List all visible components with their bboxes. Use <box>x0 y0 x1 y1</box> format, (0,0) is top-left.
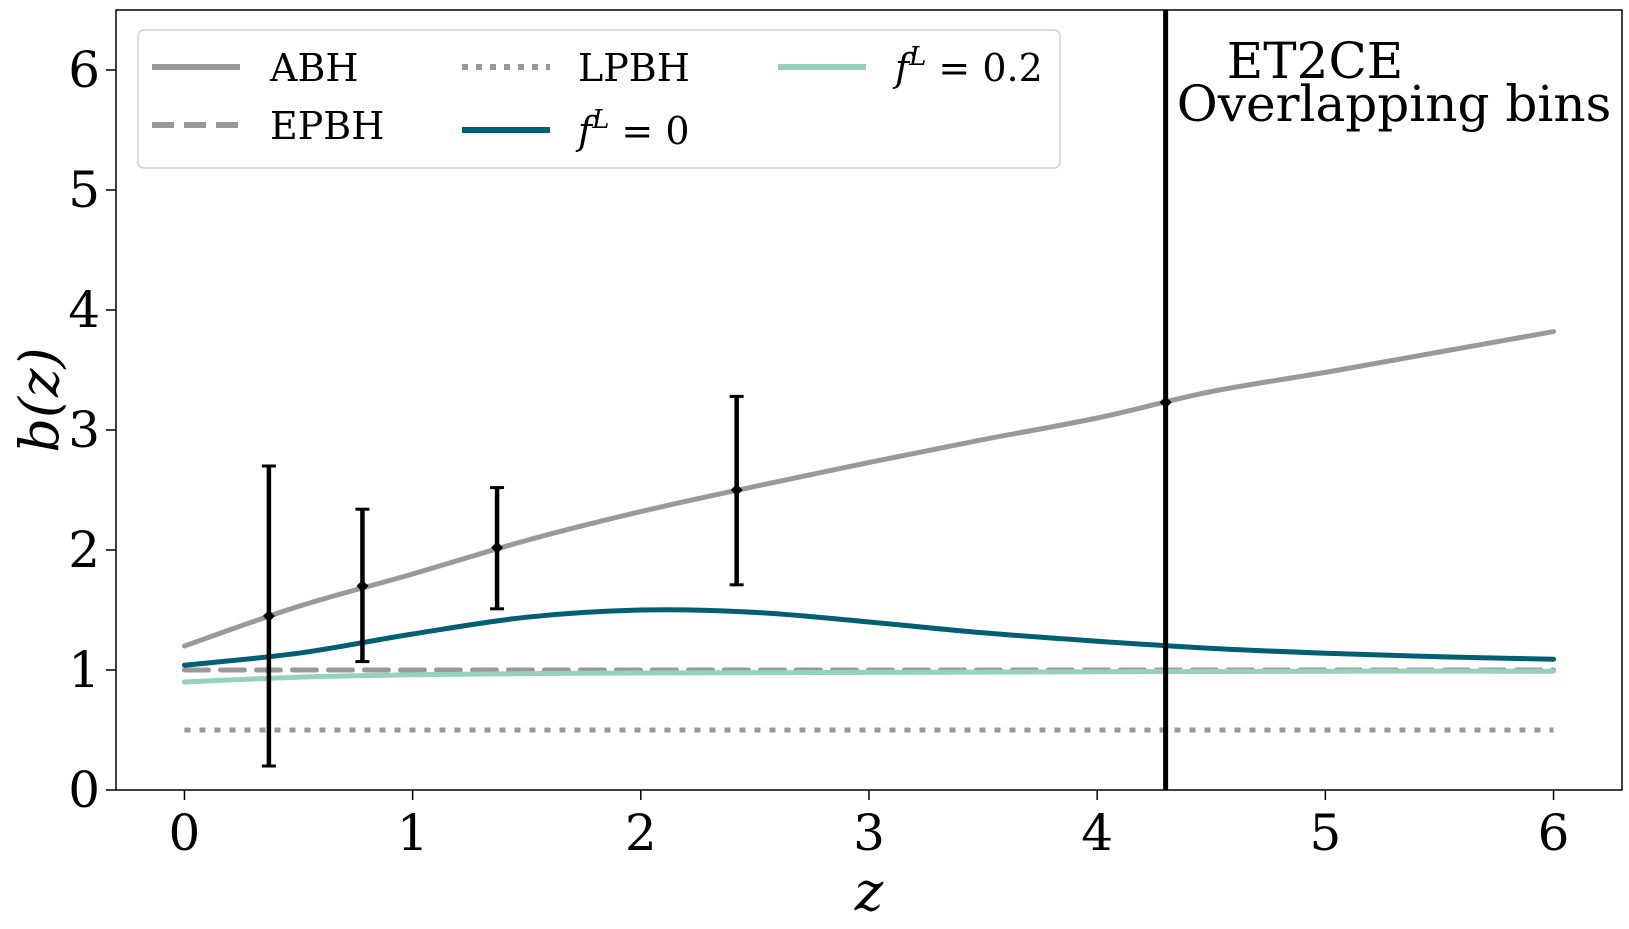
x-tick-label-4: 4 <box>1081 804 1113 862</box>
x-tick-label-0: 0 <box>169 804 201 862</box>
y-tick-label-0: 0 <box>68 761 100 819</box>
data-point-2 <box>491 541 504 554</box>
y-tick-label-4: 4 <box>68 281 100 339</box>
series-abh <box>181 329 1557 649</box>
legend-label-f0: fL = 0 <box>575 105 690 153</box>
x-tick-label-3: 3 <box>853 804 885 862</box>
x-tick-label-1: 1 <box>397 804 429 862</box>
data-point-3 <box>730 484 743 496</box>
annotation-overlapping-bins: Overlapping bins <box>1177 75 1612 133</box>
legend-f02-sup: L <box>908 42 926 72</box>
annotation-et2ce: ET2CE <box>1227 32 1403 90</box>
series-f-l-0 <box>181 607 1557 668</box>
y-tick-label-3: 3 <box>68 401 100 459</box>
y-tick-label-5: 5 <box>68 161 100 219</box>
x-ticks: 0 1 2 3 4 5 6 <box>169 790 1570 862</box>
data-point-4 <box>1159 396 1172 409</box>
x-tick-label-6: 6 <box>1538 804 1570 862</box>
legend: ABH EPBH LPBH fL = 0 fL = 0.2 <box>137 29 1061 169</box>
y-axis-label: b(z) <box>8 347 71 452</box>
legend-label-abh: ABH <box>269 46 359 90</box>
y-tick-label-2: 2 <box>68 521 100 579</box>
error-bars <box>261 10 1172 790</box>
y-tick-label-6: 6 <box>68 41 100 99</box>
legend-label-lpbh: LPBH <box>578 46 690 90</box>
legend-f0-rest: = 0 <box>609 109 689 153</box>
data-point-0 <box>262 610 275 622</box>
x-axis-label: z <box>854 860 884 923</box>
legend-label-epbh: EPBH <box>270 104 384 148</box>
x-tick-label-2: 2 <box>625 804 657 862</box>
series-f-l-0-2 <box>181 668 1557 685</box>
y-tick-label-1: 1 <box>68 641 100 699</box>
y-ticks: 0 1 2 3 4 5 6 <box>68 41 116 819</box>
series-layer <box>181 329 1557 733</box>
legend-f02-rest: = 0.2 <box>926 46 1042 90</box>
x-tick-label-5: 5 <box>1309 804 1341 862</box>
legend-f0-sup: L <box>591 105 609 135</box>
data-point-1 <box>356 580 369 592</box>
